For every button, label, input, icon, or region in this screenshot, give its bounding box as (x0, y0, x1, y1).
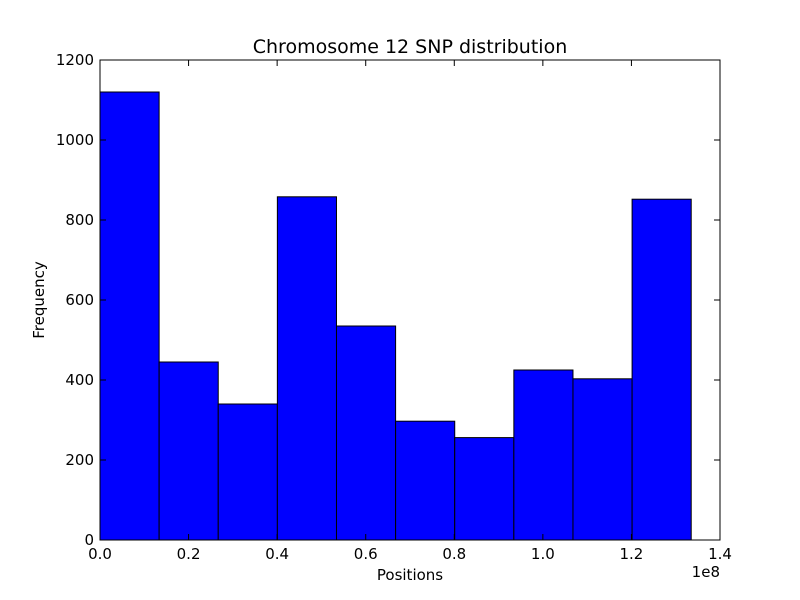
histogram-bar (335, 325, 397, 541)
plot-frame (99, 59, 721, 541)
x-tick-label: 1.0 (531, 545, 555, 563)
y-tick-label: 1200 (56, 51, 94, 69)
bars-group (99, 91, 692, 541)
x-tick-label: 1.2 (619, 545, 643, 563)
y-tick-label: 0 (84, 531, 94, 549)
histogram-bar (99, 91, 160, 541)
x-tick-label: 0.8 (442, 545, 466, 563)
x-tick-label: 0.2 (177, 545, 201, 563)
y-tick-label: 400 (65, 371, 94, 389)
histogram-bar (217, 403, 278, 541)
y-tick-label: 600 (65, 291, 94, 309)
x-tick-label: 0.6 (354, 545, 378, 563)
x-tick-label: 0.0 (88, 545, 112, 563)
x-tick-label: 0.4 (265, 545, 289, 563)
x-offset-label: 1e8 (692, 563, 720, 581)
histogram-bar (513, 369, 574, 541)
y-tick-label: 800 (65, 211, 94, 229)
x-axis-label: Positions (377, 566, 443, 584)
histogram-bar (276, 196, 337, 541)
y-tick-label: 1000 (56, 131, 94, 149)
histogram-bar (454, 437, 515, 541)
y-tick-label: 200 (65, 451, 94, 469)
y-axis-label: Frequency (30, 261, 48, 339)
tick-labels-group: 0.0 0.2 0.4 0.6 0.8 1.0 1.2 1.4 0 200 400 600 800 100… (56, 51, 732, 563)
histogram-bar (572, 378, 633, 541)
chart-title: Chromosome 12 SNP distribution (253, 36, 567, 58)
histogram-bar (395, 420, 456, 541)
histogram-bar (158, 361, 219, 541)
histogram-bar (631, 198, 692, 541)
x-tick-label: 1.4 (708, 545, 732, 563)
